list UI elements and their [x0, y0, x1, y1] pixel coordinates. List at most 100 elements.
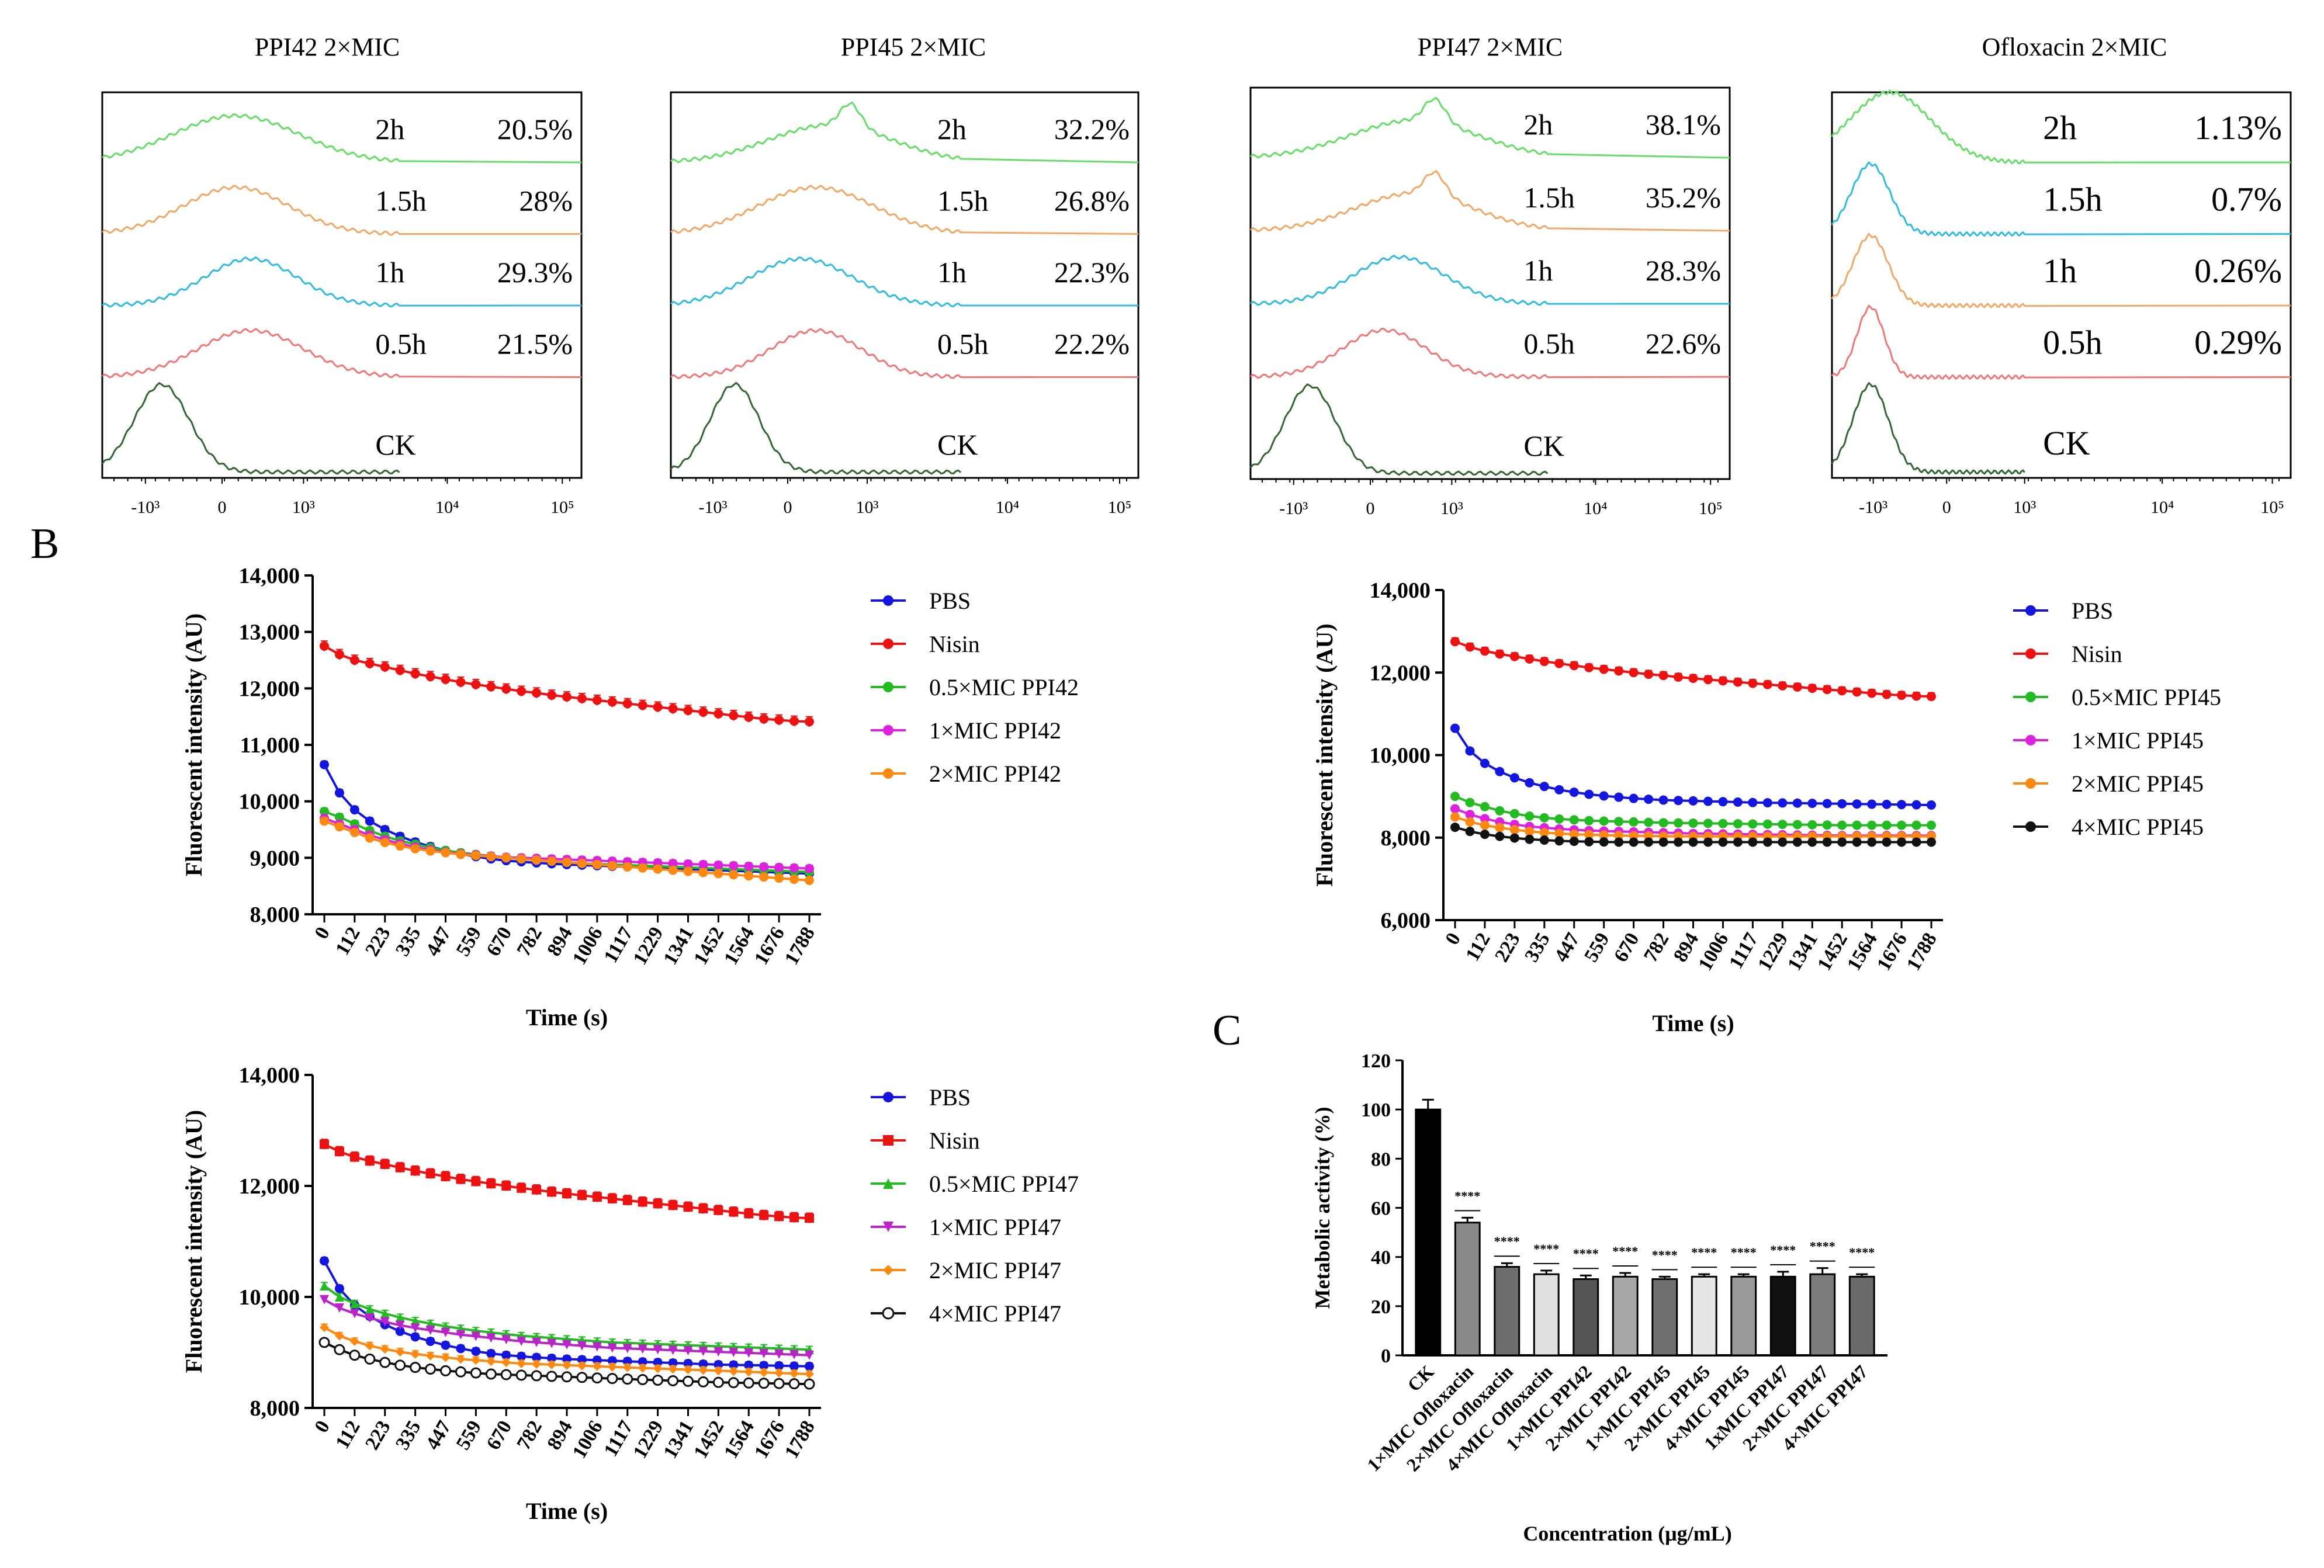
- marker-circle: [805, 717, 814, 727]
- marker-triangle-down: [441, 1327, 451, 1337]
- y-tick-label: 14,000: [239, 1063, 300, 1088]
- significance-stars: ****: [1573, 1246, 1599, 1261]
- marker-circle: [1807, 684, 1817, 693]
- flow-panel-2: PPI45 2×MIC 2h 32.2% 1.5h 26.8% 1h 22.3% 0.5h 22…: [670, 33, 1140, 517]
- marker-circle: [2025, 605, 2036, 616]
- marker-circle: [1867, 688, 1877, 698]
- flow-panel-title: Ofloxacin 2×MIC: [1982, 33, 2167, 61]
- legend-label: 1×MIC PPI42: [929, 717, 1061, 744]
- flow-trace-percent: 21.5%: [497, 328, 573, 360]
- legend-label: PBS: [2072, 598, 2113, 624]
- flow-trace-percent: 0.26%: [2194, 252, 2282, 290]
- marker-circle: [1792, 682, 1802, 692]
- flow-trace-2h: [102, 113, 582, 164]
- marker-circle: [1495, 806, 1505, 816]
- marker-circle: [471, 1347, 481, 1357]
- marker-circle: [1569, 661, 1579, 671]
- marker-triangle-down: [698, 1347, 708, 1357]
- flow-trace-percent: 28.3%: [1646, 254, 1721, 287]
- marker-open-circle: [882, 1307, 895, 1320]
- flow-trace-label: 1.5h: [1523, 181, 1575, 214]
- marker-circle: [425, 1337, 435, 1346]
- marker-circle: [1748, 797, 1758, 807]
- marker-circle: [1569, 830, 1579, 839]
- fluorescence-line-charts: 8,000 9,000 10,000 11,000 12,000 13,000 14,000…: [181, 564, 2221, 1524]
- marker-circle: [1852, 820, 1862, 830]
- marker-diamond: [562, 1360, 572, 1370]
- marker-circle: [1867, 820, 1877, 830]
- flow-trace-label: 2h: [2043, 109, 2077, 147]
- marker-triangle-down: [365, 1313, 375, 1323]
- marker-circle: [1554, 658, 1564, 668]
- flow-trace-label: 1h: [375, 256, 404, 289]
- marker-circle: [1629, 831, 1639, 841]
- significance-stars: ****: [1454, 1188, 1480, 1203]
- marker-circle: [395, 1326, 405, 1336]
- x-tick-label: 559: [452, 1417, 486, 1454]
- marker-triangle-down: [517, 1337, 527, 1346]
- marker-circle: [1495, 649, 1505, 659]
- bar-y-tick-label: 0: [1381, 1345, 1391, 1367]
- x-tick-label: 0: [1441, 929, 1465, 949]
- x-tick-label: 0: [310, 924, 334, 943]
- marker-circle: [410, 844, 420, 854]
- y-tick-label: 8,000: [250, 1396, 300, 1421]
- marker-circle: [883, 639, 893, 649]
- flow-trace-CK: [1249, 383, 1549, 476]
- marker-square: [486, 1179, 496, 1189]
- x-tick-label: 1452: [690, 924, 728, 969]
- flow-trace-label: 2h: [937, 113, 967, 145]
- marker-circle: [1465, 797, 1475, 807]
- marker-open-circle: [470, 1367, 482, 1379]
- marker-circle: [1644, 669, 1654, 679]
- marker-circle: [380, 825, 390, 834]
- legend-label: 2×MIC PPI45: [2072, 771, 2204, 797]
- x-tick-label: 1117: [600, 924, 638, 967]
- marker-triangle-down: [729, 1348, 739, 1357]
- marker-triangle-down: [486, 1333, 496, 1343]
- marker-square: [395, 1163, 405, 1172]
- marker-triangle-down: [349, 1309, 359, 1319]
- bar-rect: [1809, 1273, 1836, 1357]
- marker-circle: [607, 697, 617, 707]
- marker-circle: [2025, 648, 2036, 659]
- marker-circle: [1658, 818, 1668, 828]
- marker-circle: [1718, 797, 1728, 807]
- marker-circle: [1509, 825, 1519, 835]
- marker-open-circle: [485, 1368, 497, 1380]
- marker-circle: [729, 861, 739, 870]
- marker-square: [638, 1197, 647, 1207]
- legend-label: 1×MIC PPI45: [2072, 727, 2204, 754]
- marker-circle: [1658, 837, 1668, 847]
- flow-x-tick-label: 10⁵: [550, 498, 574, 517]
- flow-trace-CK: [101, 381, 400, 475]
- marker-circle: [1509, 809, 1519, 818]
- flow-trace-1h: [670, 256, 1138, 308]
- marker-triangle: [320, 1281, 329, 1291]
- marker-circle: [441, 1340, 451, 1350]
- x-tick-label: 112: [331, 924, 365, 959]
- marker-circle: [456, 849, 466, 859]
- marker-circle: [1882, 820, 1892, 830]
- marker-open-circle: [515, 1369, 527, 1381]
- marker-circle: [532, 1352, 542, 1362]
- marker-triangle-down: [653, 1345, 663, 1355]
- marker-circle: [1644, 817, 1654, 827]
- flow-trace-label: CK: [375, 428, 415, 461]
- marker-circle: [1584, 816, 1594, 825]
- bar-y-axis-title: Metabolic activity (%): [1311, 1107, 1334, 1309]
- x-tick-label: 1006: [569, 1417, 607, 1462]
- flow-x-tick-label: 10³: [856, 498, 879, 517]
- marker-triangle-down: [547, 1338, 557, 1348]
- marker-circle: [653, 864, 663, 874]
- marker-diamond: [653, 1364, 663, 1373]
- marker-circle: [1599, 816, 1609, 826]
- marker-circle: [1599, 837, 1609, 847]
- marker-circle: [883, 768, 893, 779]
- marker-circle: [1554, 814, 1564, 824]
- marker-diamond: [349, 1337, 359, 1346]
- marker-circle: [1629, 793, 1639, 803]
- marker-circle: [1480, 830, 1490, 839]
- y-tick-label: 8,000: [1381, 826, 1431, 851]
- marker-circle: [883, 1092, 893, 1102]
